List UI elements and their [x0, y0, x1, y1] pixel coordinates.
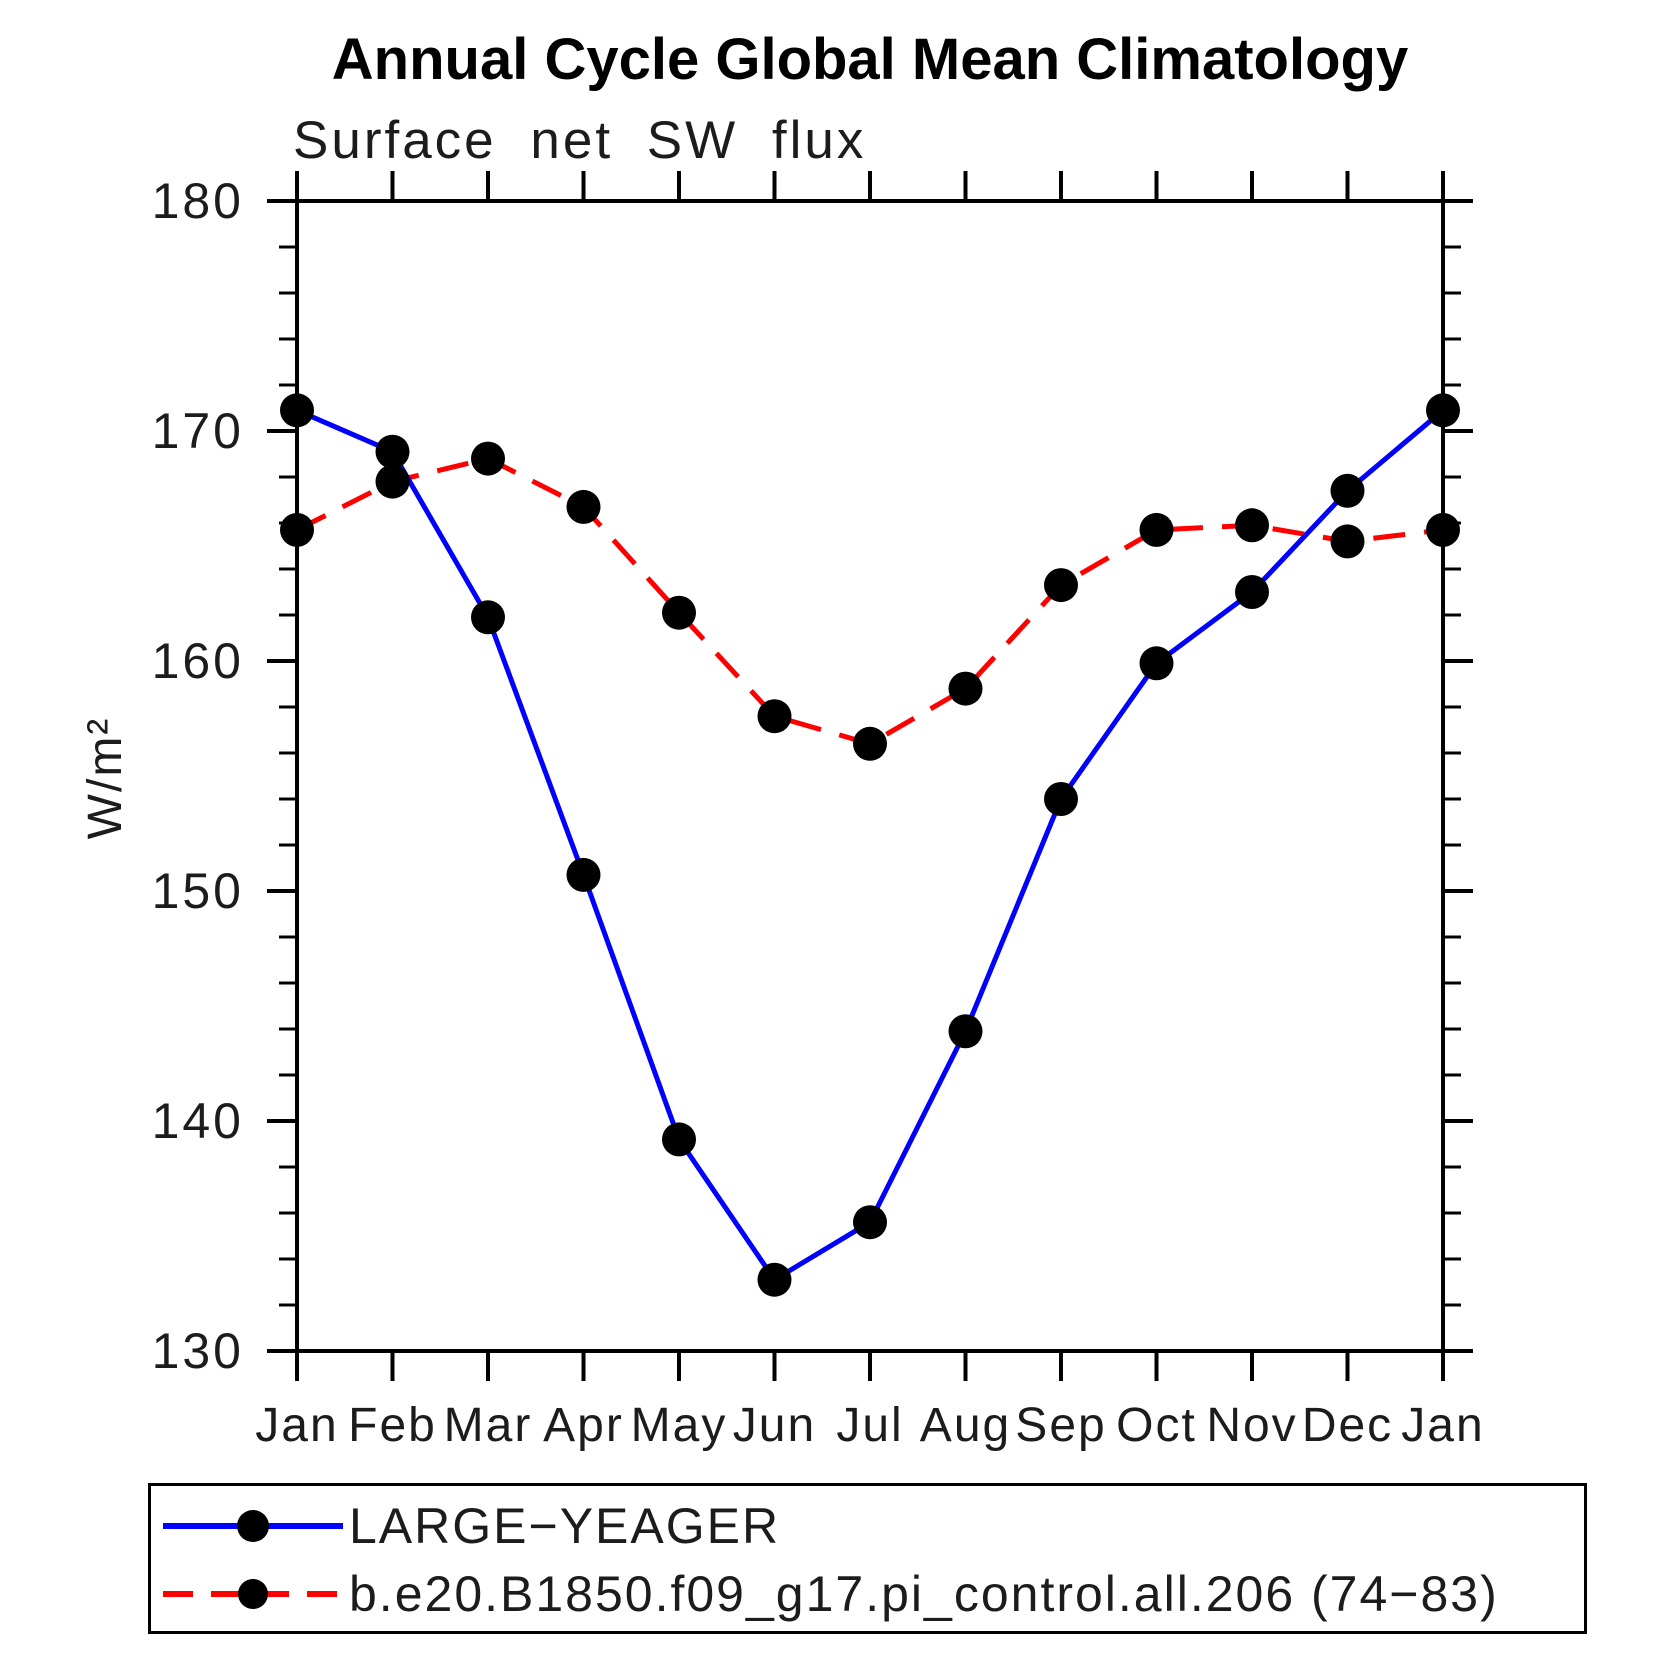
data-point-marker — [1330, 473, 1365, 508]
x-tick-label: Mar — [443, 1399, 533, 1452]
data-point-marker — [662, 595, 696, 630]
series-markers — [280, 441, 1460, 761]
x-tick-label: Apr — [543, 1399, 624, 1452]
data-point-marker — [280, 393, 314, 428]
legend-item-label: LARGE−YEAGER — [349, 1498, 781, 1554]
x-tick-label: Jan — [255, 1399, 339, 1452]
x-tick-label: Dec — [1301, 1399, 1394, 1452]
data-point-marker — [1044, 568, 1078, 603]
data-point-marker — [853, 1205, 887, 1240]
legend-box: LARGE−YEAGER b.e20.B1850.f09_g17.pi_cont… — [148, 1483, 1587, 1634]
data-point-marker — [566, 489, 601, 524]
data-point-marker — [1235, 508, 1269, 543]
x-tick-label: Sep — [1015, 1399, 1107, 1452]
data-point-marker — [948, 1014, 983, 1049]
series-line-dashed — [295, 456, 1444, 747]
x-tick-label: Oct — [1116, 1399, 1197, 1452]
data-point-marker — [566, 857, 601, 892]
data-point-marker — [662, 1122, 696, 1157]
y-tick-label: 180 — [151, 173, 244, 229]
legend-marker-dot — [237, 1510, 269, 1542]
data-point-marker — [1139, 512, 1174, 547]
y-tick-label: 160 — [151, 633, 244, 689]
series-line-solid — [296, 408, 1445, 1283]
data-point-marker — [1235, 575, 1269, 609]
x-tick-label: Jun — [732, 1399, 817, 1452]
data-point-marker — [471, 441, 505, 476]
legend-swatch-dashed-line — [163, 1579, 343, 1609]
data-point-marker — [375, 464, 410, 499]
data-point-marker — [1426, 393, 1460, 428]
legend-marker-dot — [238, 1579, 268, 1609]
x-tick-label: Aug — [919, 1399, 1012, 1452]
data-point-marker — [1139, 646, 1174, 681]
legend-swatch-solid-line — [163, 1510, 343, 1542]
axes-frame — [295, 199, 1445, 1353]
legend-item-large-yeager: LARGE−YEAGER — [159, 1498, 780, 1554]
x-tick-label: Nov — [1206, 1399, 1298, 1452]
x-tick-label: Jul — [836, 1399, 904, 1452]
x-tick-label: May — [630, 1399, 728, 1452]
data-point-marker — [1426, 512, 1460, 547]
series-markers — [280, 393, 1460, 1297]
y-tick-label: 140 — [151, 1093, 244, 1149]
y-tick-label: 170 — [151, 403, 244, 459]
data-point-marker — [948, 671, 983, 706]
data-point-marker — [853, 726, 887, 761]
data-point-marker — [757, 1262, 792, 1297]
data-point-marker — [1330, 524, 1365, 559]
x-tick-label: Feb — [348, 1399, 437, 1452]
data-point-marker — [280, 512, 314, 547]
data-point-marker — [471, 600, 505, 635]
y-tick-label: 130 — [151, 1323, 244, 1379]
data-point-marker — [1044, 782, 1078, 816]
chart-title: Annual Cycle Global Mean Climatology — [331, 27, 1409, 92]
y-tick-label: 150 — [151, 863, 244, 919]
chart-subtitle: Surface net SW flux — [293, 111, 867, 170]
data-point-marker — [375, 434, 410, 469]
legend-item-label: b.e20.B1850.f09_g17.pi_control.all.206 (… — [349, 1566, 1499, 1622]
legend-item-pi-control: b.e20.B1850.f09_g17.pi_control.all.206 (… — [159, 1566, 1499, 1622]
axis-ticks — [267, 171, 1473, 1381]
data-point-marker — [757, 699, 792, 734]
x-tick-label: Jan — [1401, 1399, 1485, 1452]
